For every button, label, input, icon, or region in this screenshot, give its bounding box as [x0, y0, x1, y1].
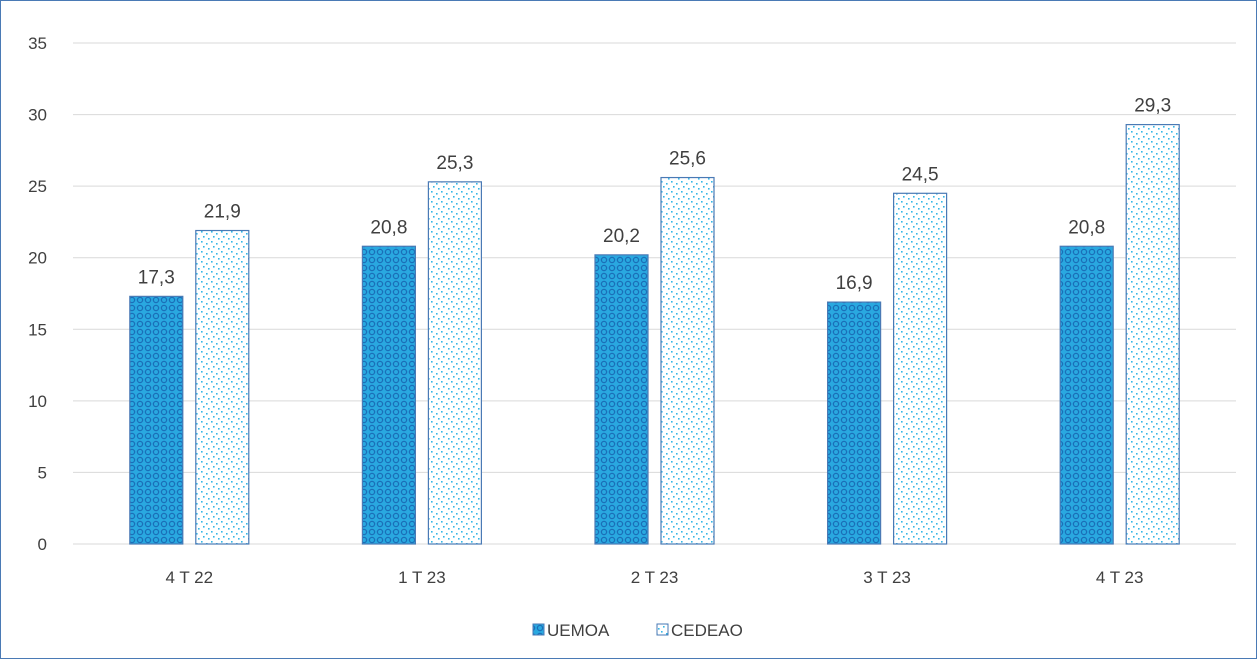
legend-swatch-cedeao	[656, 623, 669, 636]
y-axis-ticks: 0 5 10 15 20 25 30 35	[28, 34, 47, 554]
bar-uemoa	[826, 301, 882, 545]
y-tick-label: 30	[28, 106, 47, 125]
x-tick-label: 3 T 23	[863, 568, 911, 587]
y-tick-label: 5	[38, 463, 47, 482]
bar-uemoa	[594, 254, 649, 545]
bar-uemoa	[361, 245, 416, 545]
bar-cedeao	[660, 176, 715, 545]
legend-item-uemoa: UEMOA	[532, 621, 610, 640]
data-label-uemoa: 20,8	[1068, 217, 1105, 238]
x-tick-label: 1 T 23	[398, 568, 446, 587]
legend-swatch-uemoa	[532, 623, 545, 636]
bar-cedeao	[1125, 123, 1180, 545]
legend: UEMOA CEDEAO	[532, 621, 743, 640]
data-label-uemoa: 17,3	[138, 267, 175, 288]
x-tick-label: 4 T 22	[166, 568, 214, 587]
data-label-cedeao: 21,9	[204, 202, 241, 223]
data-labels: 17,3 21,9 20,8 25,3 20,2 25,6 16,9 24,5 20,8 29,3	[138, 96, 1171, 294]
bar-uemoa	[129, 295, 184, 545]
y-tick-label: 0	[38, 535, 47, 554]
x-axis-ticks: 4 T 22 1 T 23 2 T 23 3 T 23 4 T 23	[166, 568, 1144, 587]
y-tick-label: 35	[28, 34, 47, 53]
gridlines	[73, 42, 1236, 545]
bar-uemoa	[1059, 245, 1114, 545]
data-label-cedeao: 24,5	[902, 164, 939, 185]
bars	[129, 123, 1180, 545]
y-tick-label: 15	[28, 320, 47, 339]
y-tick-label: 20	[28, 249, 47, 268]
legend-label-cedeao: CEDEAO	[671, 621, 743, 640]
legend-label-uemoa: UEMOA	[547, 621, 610, 640]
y-tick-label: 10	[28, 392, 47, 411]
data-label-uemoa: 20,2	[603, 226, 640, 247]
legend-item-cedeao: CEDEAO	[656, 621, 743, 640]
bar-cedeao	[195, 229, 250, 545]
data-label-uemoa: 20,8	[370, 217, 407, 238]
data-label-cedeao: 25,3	[436, 153, 473, 174]
data-label-cedeao: 25,6	[669, 149, 706, 170]
bar-cedeao	[427, 181, 482, 545]
x-tick-label: 4 T 23	[1096, 568, 1144, 587]
data-label-cedeao: 29,3	[1134, 96, 1171, 117]
data-label-uemoa: 16,9	[836, 273, 873, 294]
bar-cedeao	[892, 192, 948, 545]
x-tick-label: 2 T 23	[631, 568, 679, 587]
y-tick-label: 25	[28, 177, 47, 196]
